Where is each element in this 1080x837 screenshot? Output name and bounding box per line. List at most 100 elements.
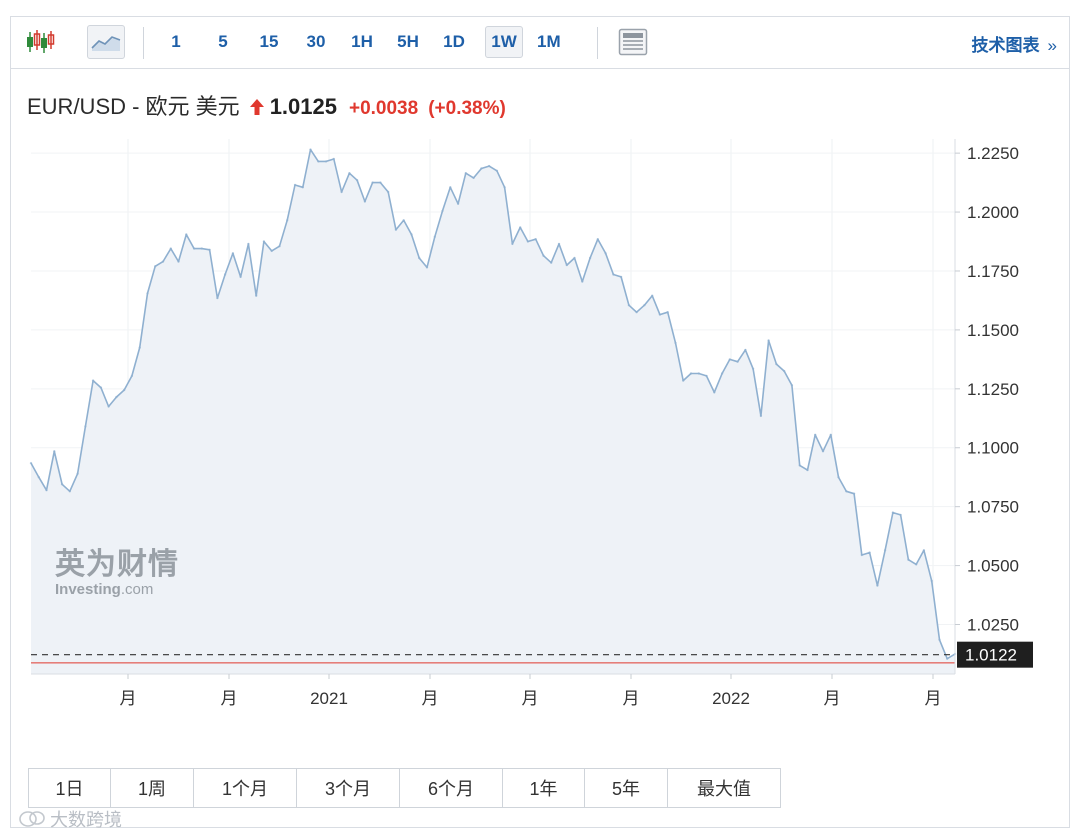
data-point xyxy=(557,242,561,246)
x-tick-label: 月 xyxy=(824,689,841,708)
y-tick-label: 1.0750 xyxy=(967,498,1019,517)
data-point xyxy=(573,256,576,260)
data-point xyxy=(751,367,755,370)
interval-5h[interactable]: 5H xyxy=(397,32,419,51)
data-point xyxy=(60,483,64,486)
data-point xyxy=(425,266,429,269)
tech-chart-link[interactable]: 技术图表 » xyxy=(972,31,1057,56)
data-point xyxy=(223,273,227,276)
data-point xyxy=(371,181,374,184)
area-chart-icon[interactable] xyxy=(87,25,125,59)
data-point xyxy=(511,242,514,246)
interval-15[interactable]: 15 xyxy=(259,32,279,51)
data-point xyxy=(146,292,149,295)
range-1w[interactable]: 1周 xyxy=(111,769,194,807)
range-1m[interactable]: 1个月 xyxy=(194,769,297,807)
candlestick-icon[interactable] xyxy=(23,25,57,59)
interval-1h[interactable]: 1H xyxy=(351,32,373,51)
toolbar-divider xyxy=(143,27,144,59)
data-point xyxy=(84,425,87,428)
price-chart[interactable]: 1.2250 1.2000 1.1750 1.1500 1.1250 1.1000 1.07… xyxy=(11,17,1069,757)
data-point xyxy=(286,219,289,222)
data-point xyxy=(596,238,599,241)
data-point xyxy=(138,346,141,349)
chevron-right-icon: » xyxy=(1047,36,1057,55)
range-1d[interactable]: 1日 xyxy=(29,769,111,807)
series-line xyxy=(30,148,956,660)
data-point xyxy=(821,450,825,453)
range-1y[interactable]: 1年 xyxy=(503,769,585,807)
x-tick-label: 月 xyxy=(422,689,439,708)
chart-toolbar: 1 5 15 30 1H 5H 1D 1W 1M 技术图表 » xyxy=(11,17,1069,69)
y-tick-label: 1.1000 xyxy=(967,439,1019,458)
data-point xyxy=(68,490,71,493)
table-view-icon[interactable] xyxy=(615,25,651,59)
data-point xyxy=(612,273,615,276)
data-point xyxy=(449,186,452,189)
data-point xyxy=(744,348,747,352)
data-point xyxy=(845,490,848,493)
toolbar-divider xyxy=(597,27,598,59)
chart-widget: 1 5 15 30 1H 5H 1D 1W 1M 技术图表 » EUR/USD -… xyxy=(10,16,1070,828)
data-point xyxy=(728,358,731,361)
data-point xyxy=(883,549,887,552)
interval-1[interactable]: 1 xyxy=(171,32,181,51)
data-point xyxy=(293,183,297,187)
interval-5[interactable]: 5 xyxy=(218,32,228,51)
data-point xyxy=(565,263,568,267)
data-point xyxy=(309,148,312,151)
current-price-box xyxy=(957,641,1033,668)
data-point xyxy=(790,384,794,387)
data-point xyxy=(107,405,110,408)
data-point xyxy=(852,492,856,495)
chat-bubble-icon xyxy=(19,811,45,827)
data-point xyxy=(519,226,522,229)
range-max[interactable]: 最大值 xyxy=(668,769,780,807)
y-tick-label: 1.1250 xyxy=(967,380,1019,399)
x-tick-label: 月 xyxy=(623,689,640,708)
data-point xyxy=(53,450,56,453)
watermark-en: Investing.com xyxy=(55,581,179,598)
interval-30[interactable]: 30 xyxy=(306,32,326,51)
data-point xyxy=(581,280,584,283)
data-point xyxy=(899,513,902,517)
x-tick-label: 2022 xyxy=(712,689,750,708)
x-tick-label: 月 xyxy=(120,689,137,708)
data-point xyxy=(651,294,654,297)
interval-1m[interactable]: 1M xyxy=(537,32,561,51)
range-3m[interactable]: 3个月 xyxy=(297,769,400,807)
data-point xyxy=(278,245,281,248)
data-point xyxy=(666,311,669,314)
watermark-cn: 英为财情 xyxy=(55,548,179,581)
data-point xyxy=(682,379,685,382)
data-point xyxy=(503,186,506,189)
data-point xyxy=(216,296,219,300)
data-point xyxy=(495,169,499,172)
arrow-up-icon xyxy=(249,96,265,122)
data-point xyxy=(29,461,33,465)
last-price: 1.0125 xyxy=(269,94,337,119)
data-point xyxy=(829,433,832,436)
interval-1d[interactable]: 1D xyxy=(443,32,465,51)
data-point xyxy=(487,164,491,168)
interval-1w[interactable]: 1W xyxy=(485,26,523,58)
data-point xyxy=(418,256,421,260)
watermark-en-suffix: .com xyxy=(120,581,154,598)
range-6m[interactable]: 6个月 xyxy=(400,769,503,807)
data-point xyxy=(658,313,662,316)
data-point xyxy=(876,584,879,587)
range-5y[interactable]: 5年 xyxy=(585,769,668,807)
data-point xyxy=(798,464,801,467)
data-point xyxy=(355,179,359,182)
data-point xyxy=(410,233,413,236)
data-point xyxy=(534,238,537,241)
y-tick-label: 1.2250 xyxy=(967,144,1019,163)
data-point xyxy=(324,160,328,163)
data-point xyxy=(526,240,530,243)
data-point xyxy=(402,219,405,222)
current-price-label: 1.0122 xyxy=(965,646,1017,665)
data-point xyxy=(169,247,172,250)
data-point xyxy=(713,391,716,394)
series-area-fill xyxy=(31,149,955,675)
investing-watermark: 英为财情 Investing.com xyxy=(55,539,179,598)
